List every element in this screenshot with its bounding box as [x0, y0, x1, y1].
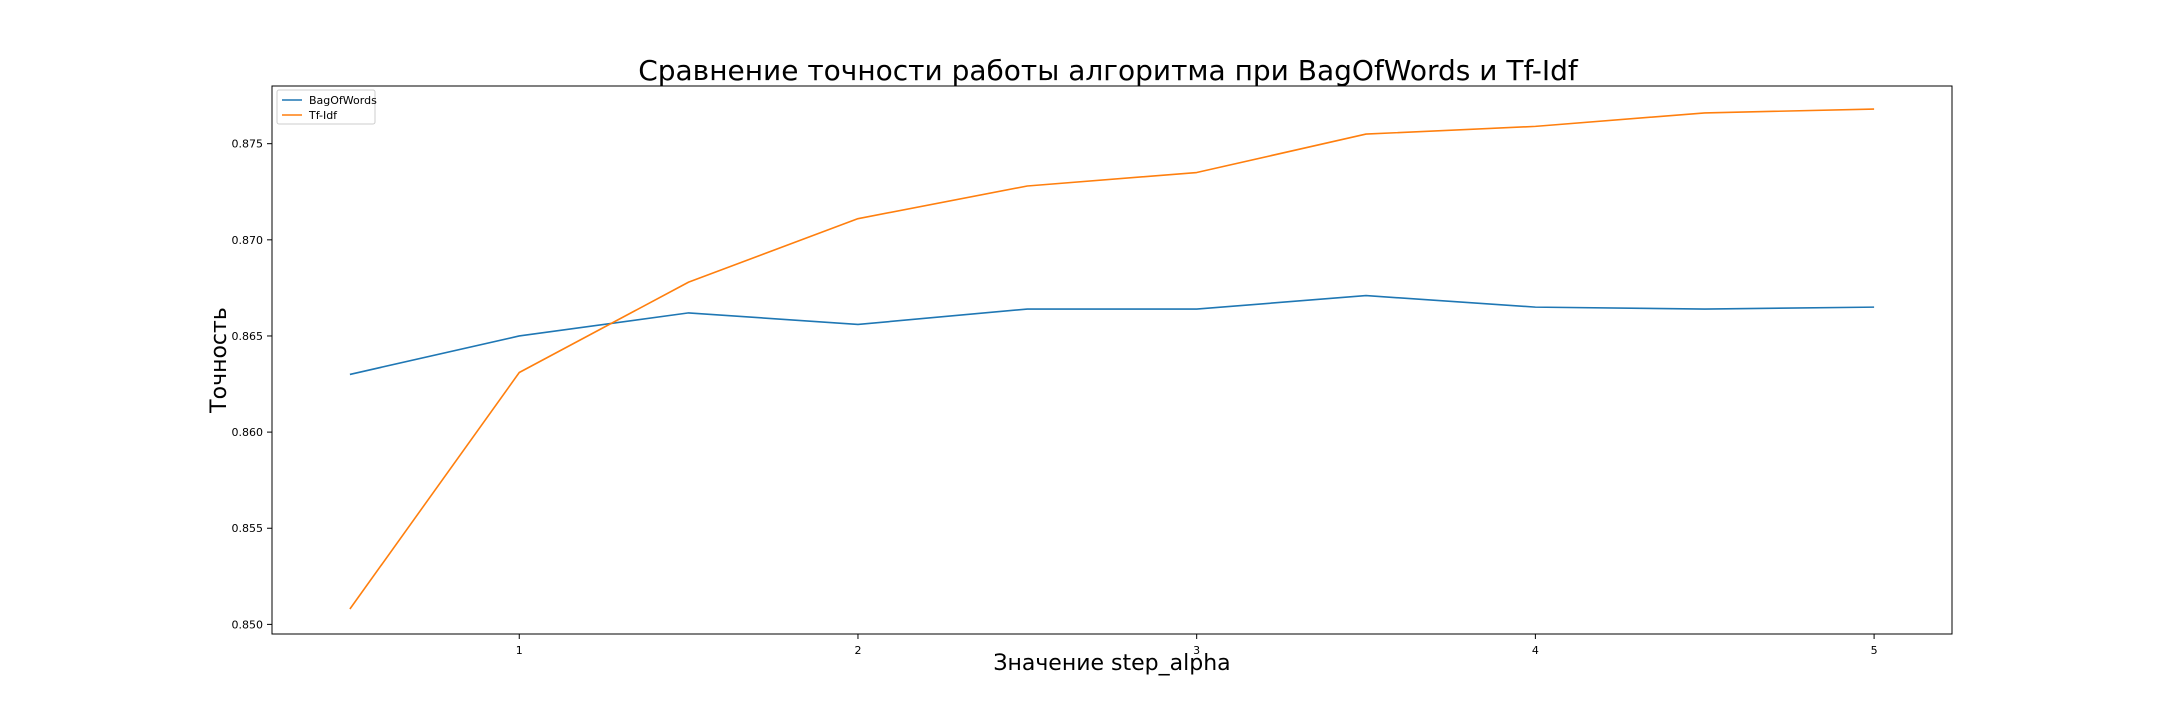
- x-tick-label: 1: [516, 644, 523, 657]
- legend-label-bagofwords: BagOfWords: [309, 94, 377, 107]
- y-tick-label: 0.860: [232, 426, 264, 439]
- y-tick-label: 0.875: [232, 138, 264, 151]
- y-axis-ticks: 0.850 0.855 0.860 0.865 0.870 0.875: [232, 138, 272, 631]
- y-axis-label: Точность: [207, 307, 232, 414]
- x-tick-label: 3: [1193, 644, 1200, 657]
- chart-title: Сравнение точности работы алгоритма при …: [638, 54, 1579, 87]
- y-tick-label: 0.870: [232, 234, 264, 247]
- legend-label-tfidf: Tf-Idf: [308, 109, 338, 122]
- series-lines: [349, 108, 1875, 610]
- series-line-bagofwords: [349, 294, 1875, 376]
- x-axis-label: Значение step_alpha: [993, 651, 1230, 676]
- y-tick-label: 0.850: [232, 618, 264, 631]
- x-tick-label: 2: [854, 644, 861, 657]
- x-axis-ticks: 1 2 3 4 5: [516, 634, 1878, 657]
- plot-area: [271, 85, 1953, 635]
- series-line-tfidf: [349, 108, 1875, 610]
- x-tick-label: 5: [1871, 644, 1878, 657]
- y-tick-label: 0.865: [232, 330, 264, 343]
- y-tick-label: 0.855: [232, 522, 264, 535]
- x-tick-label: 4: [1532, 644, 1539, 657]
- legend: BagOfWords Tf-Idf: [276, 89, 377, 125]
